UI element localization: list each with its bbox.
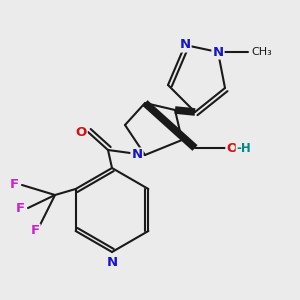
Text: N: N bbox=[131, 148, 142, 161]
Text: N: N bbox=[212, 46, 224, 59]
Text: -H: -H bbox=[237, 142, 251, 154]
Text: F: F bbox=[30, 224, 40, 238]
Text: N: N bbox=[106, 256, 118, 268]
Text: O: O bbox=[75, 125, 87, 139]
Text: N: N bbox=[179, 38, 191, 52]
Text: F: F bbox=[15, 202, 25, 214]
Text: O: O bbox=[226, 142, 238, 154]
Text: F: F bbox=[9, 178, 19, 191]
Text: CH₃: CH₃ bbox=[252, 47, 272, 57]
